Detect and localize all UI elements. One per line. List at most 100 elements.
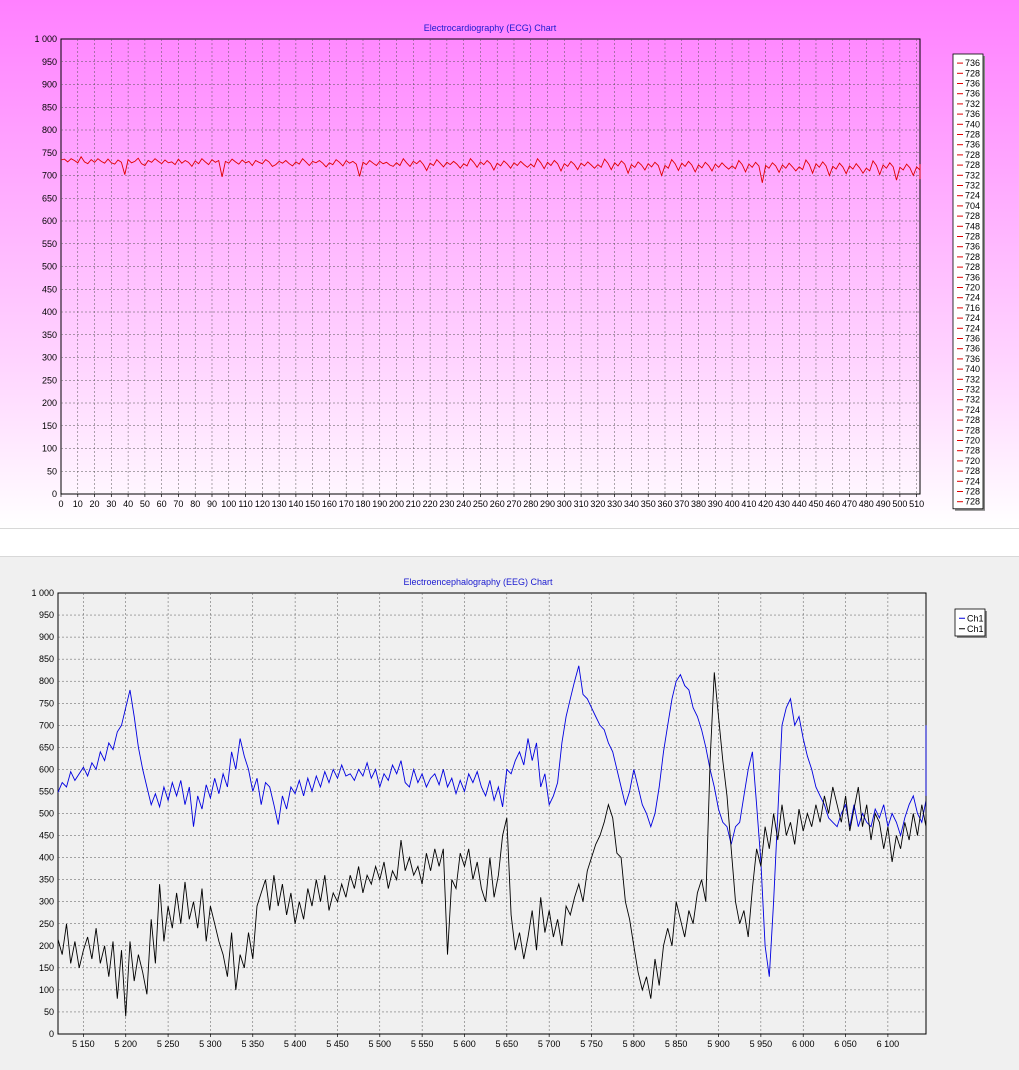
ecg-y-tick-label: 1 000 [34, 34, 57, 44]
eeg-y-tick-label: 50 [44, 1007, 54, 1017]
ecg-legend-entry: 724 [965, 293, 980, 303]
ecg-x-tick-label: 130 [272, 499, 287, 509]
eeg-x-tick-label: 6 100 [877, 1039, 900, 1049]
eeg-x-tick-label: 5 700 [538, 1039, 561, 1049]
ecg-x-tick-label: 360 [657, 499, 672, 509]
eeg-x-tick-label: 5 950 [750, 1039, 773, 1049]
ecg-x-tick-label: 10 [73, 499, 83, 509]
ecg-legend-entry: 732 [965, 99, 980, 109]
ecg-x-tick-label: 0 [58, 499, 63, 509]
ecg-x-tick-label: 470 [842, 499, 857, 509]
ecg-y-tick-label: 300 [42, 353, 57, 363]
eeg-chart-title: Electroencephalography (EEG) Chart [403, 577, 553, 587]
eeg-y-tick-label: 350 [39, 875, 54, 885]
eeg-y-tick-label: 650 [39, 742, 54, 752]
ecg-x-tick-label: 400 [725, 499, 740, 509]
ecg-x-tick-label: 40 [123, 499, 133, 509]
ecg-series-line-1 [60, 155, 921, 183]
ecg-legend-entry: 736 [965, 334, 980, 344]
ecg-legend-entry: 736 [965, 242, 980, 252]
ecg-y-tick-label: 400 [42, 307, 57, 317]
ecg-legend-entry: 732 [965, 395, 980, 405]
ecg-legend-entry: 728 [965, 497, 980, 507]
ecg-y-tick-label: 0 [52, 489, 57, 499]
ecg-legend-entry: 704 [965, 201, 980, 211]
ecg-x-tick-label: 20 [90, 499, 100, 509]
ecg-x-tick-label: 390 [708, 499, 723, 509]
ecg-legend-entry: 736 [965, 58, 980, 68]
ecg-x-tick-label: 50 [140, 499, 150, 509]
eeg-legend [954, 608, 986, 637]
ecg-x-tick-label: 110 [238, 499, 252, 509]
ecg-x-tick-label: 510 [909, 499, 924, 509]
eeg-y-tick-label: 850 [39, 654, 54, 664]
ecg-y-tick-label: 800 [42, 125, 57, 135]
ecg-legend-entry: 728 [965, 130, 980, 140]
ecg-y-tick-label: 50 [47, 466, 57, 476]
eeg-y-tick-label: 400 [39, 853, 54, 863]
eeg-x-tick-label: 5 150 [72, 1039, 95, 1049]
eeg-y-tick-label: 100 [39, 985, 54, 995]
ecg-y-tick-label: 450 [42, 284, 57, 294]
eeg-x-tick-label: 5 400 [284, 1039, 307, 1049]
ecg-x-tick-label: 430 [775, 499, 790, 509]
eeg-y-tick-label: 900 [39, 632, 54, 642]
ecg-x-tick-label: 480 [859, 499, 874, 509]
ecg-legend-entry: 740 [965, 119, 980, 129]
ecg-legend-entry: 720 [965, 283, 980, 293]
eeg-x-tick-label: 5 800 [623, 1039, 646, 1049]
ecg-y-tick-label: 100 [42, 444, 57, 454]
ecg-legend-entry: 728 [965, 150, 980, 160]
ecg-x-tick-label: 280 [523, 499, 538, 509]
ecg-x-tick-label: 120 [255, 499, 270, 509]
ecg-x-tick-label: 90 [207, 499, 217, 509]
eeg-legend-entry: Ch1 [967, 624, 984, 634]
eeg-series-line-2 [57, 672, 927, 1017]
ecg-legend-entry: 728 [965, 487, 980, 497]
eeg-y-tick-label: 500 [39, 809, 54, 819]
eeg-x-tick-label: 6 050 [834, 1039, 857, 1049]
ecg-x-tick-label: 30 [106, 499, 116, 509]
ecg-x-tick-label: 260 [490, 499, 505, 509]
eeg-series-line-1 [57, 665, 927, 977]
ecg-x-tick-label: 200 [389, 499, 404, 509]
ecg-x-tick-label: 490 [876, 499, 891, 509]
ecg-x-tick-label: 450 [808, 499, 823, 509]
ecg-legend-entry: 716 [965, 303, 980, 313]
eeg-y-tick-label: 300 [39, 897, 54, 907]
ecg-y-tick-label: 850 [42, 102, 57, 112]
ecg-legend-entry: 732 [965, 385, 980, 395]
ecg-y-tick-label: 600 [42, 216, 57, 226]
ecg-x-tick-label: 330 [607, 499, 622, 509]
ecg-x-tick-label: 410 [741, 499, 756, 509]
ecg-chart-panel: Electrocardiography (ECG) Chart 0 50 100 15… [0, 0, 1019, 529]
ecg-x-tick-label: 170 [339, 499, 354, 509]
eeg-y-tick-label: 700 [39, 720, 54, 730]
ecg-legend-entry: 732 [965, 170, 980, 180]
ecg-legend-entry: 740 [965, 364, 980, 374]
ecg-legend-entry: 728 [965, 425, 980, 435]
ecg-legend-entry: 736 [965, 272, 980, 282]
eeg-y-tick-label: 600 [39, 764, 54, 774]
eeg-y-tick-label: 450 [39, 831, 54, 841]
ecg-legend-entry: 720 [965, 456, 980, 466]
ecg-x-tick-label: 270 [506, 499, 521, 509]
ecg-legend-entry: 728 [965, 211, 980, 221]
ecg-y-tick-label: 950 [42, 57, 57, 67]
ecg-legend-entry: 728 [965, 232, 980, 242]
eeg-y-tick-label: 200 [39, 941, 54, 951]
eeg-x-tick-label: 5 600 [453, 1039, 476, 1049]
ecg-x-tick-label: 320 [590, 499, 605, 509]
ecg-chart: Electrocardiography (ECG) Chart 05010015… [34, 23, 985, 511]
eeg-x-tick-label: 5 300 [199, 1039, 222, 1049]
ecg-legend-entry: 728 [965, 446, 980, 456]
eeg-y-tick-label: 1 000 [31, 588, 54, 598]
eeg-legend-entry: Ch1 [967, 613, 984, 623]
ecg-legend-entry: 736 [965, 344, 980, 354]
eeg-y-tick-label: 800 [39, 676, 54, 686]
ecg-legend-entry: 748 [965, 221, 980, 231]
ecg-legend-entry: 728 [965, 252, 980, 262]
eeg-x-tick-label: 5 900 [707, 1039, 730, 1049]
eeg-x-tick-label: 5 250 [157, 1039, 180, 1049]
ecg-x-tick-label: 340 [624, 499, 639, 509]
